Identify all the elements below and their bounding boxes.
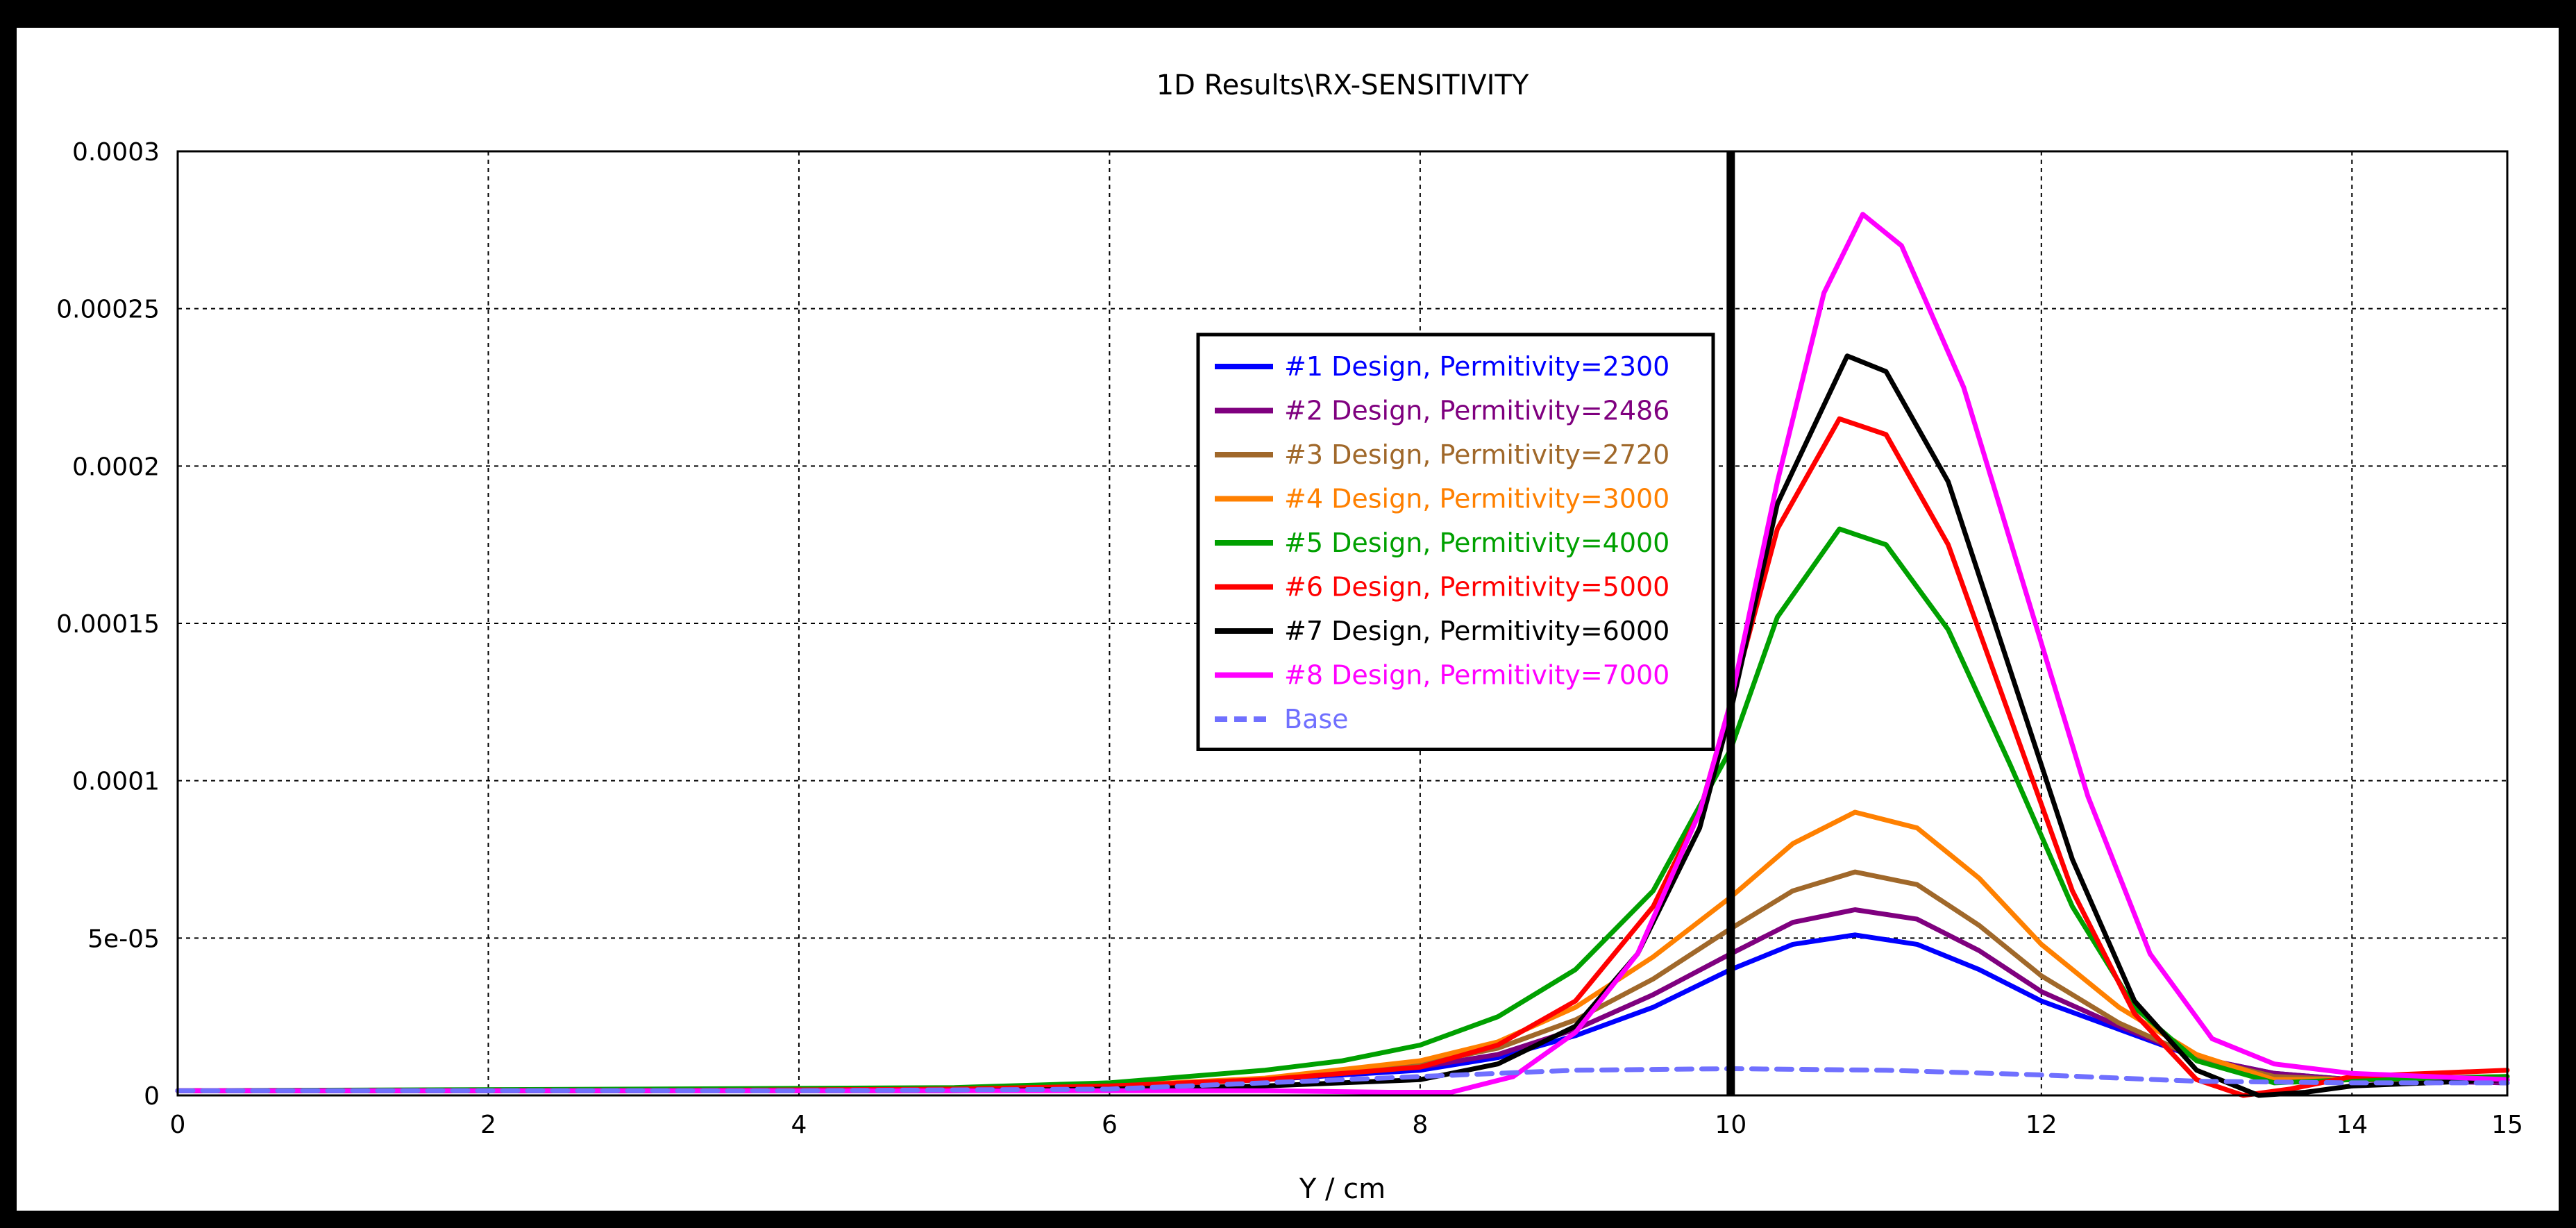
x-tick-label-3: 6 [1102, 1111, 1118, 1139]
x-tick-label-4: 8 [1412, 1111, 1428, 1139]
plot-area-border [176, 150, 2509, 1097]
series-line-9 [175, 1066, 2510, 1093]
legend-label-6: #6 Design, Permitivity=5000 [1284, 572, 1669, 603]
x-tick-label-6: 12 [2026, 1111, 2057, 1139]
legend-label-9: Base [1284, 704, 1349, 734]
y-tick-label-3: 0.00015 [56, 610, 160, 639]
legend-label-1: #1 Design, Permitivity=2300 [1284, 351, 1669, 382]
tick-labels: 0 2 4 6 8 10 12 14 15 0 5e-05 0.0001 0.00015 0.0002 0.… [56, 138, 2523, 1139]
x-tick-label-2: 4 [791, 1111, 807, 1139]
series-lines [175, 212, 2510, 1098]
x-tick-label-5: 10 [1715, 1111, 1746, 1139]
legend-label-7: #7 Design, Permitivity=6000 [1284, 616, 1669, 646]
legend: #1 Design, Permitivity=2300 #2 Design, Pe… [1196, 333, 1715, 751]
y-tick-label-4: 0.0002 [72, 453, 160, 481]
y-tick-label-0: 0 [144, 1082, 160, 1111]
x-tick-label-8: 15 [2491, 1111, 2523, 1139]
legend-label-8: #8 Design, Permitivity=7000 [1284, 660, 1669, 691]
x-axis-label: Y / cm [1299, 1173, 1386, 1205]
legend-box [1196, 333, 1715, 751]
legend-label-4: #4 Design, Permitivity=3000 [1284, 484, 1669, 514]
series-line-6 [175, 416, 2510, 1098]
chart-title: 1D Results\RX-SENSITIVITY [1156, 69, 1529, 101]
x-tick-label-7: 14 [2336, 1111, 2368, 1139]
x-tick-label-1: 2 [480, 1111, 496, 1139]
y-tick-label-1: 5e-05 [87, 925, 160, 953]
legend-label-5: #5 Design, Permitivity=4000 [1284, 528, 1669, 558]
line-chart: 1D Results\RX-SENSITIVITY 0 2 4 6 8 10 12 14 150… [17, 28, 2559, 1211]
y-tick-label-2: 0.0001 [72, 768, 160, 796]
series-line-8 [175, 212, 2510, 1095]
legend-label-3: #3 Design, Permitivity=2720 [1284, 439, 1669, 470]
legend-label-2: #2 Design, Permitivity=2486 [1284, 396, 1669, 426]
y-tick-label-6: 0.0003 [72, 138, 160, 167]
y-tick-label-5: 0.00025 [56, 296, 160, 324]
x-tick-label-0: 0 [170, 1111, 186, 1139]
